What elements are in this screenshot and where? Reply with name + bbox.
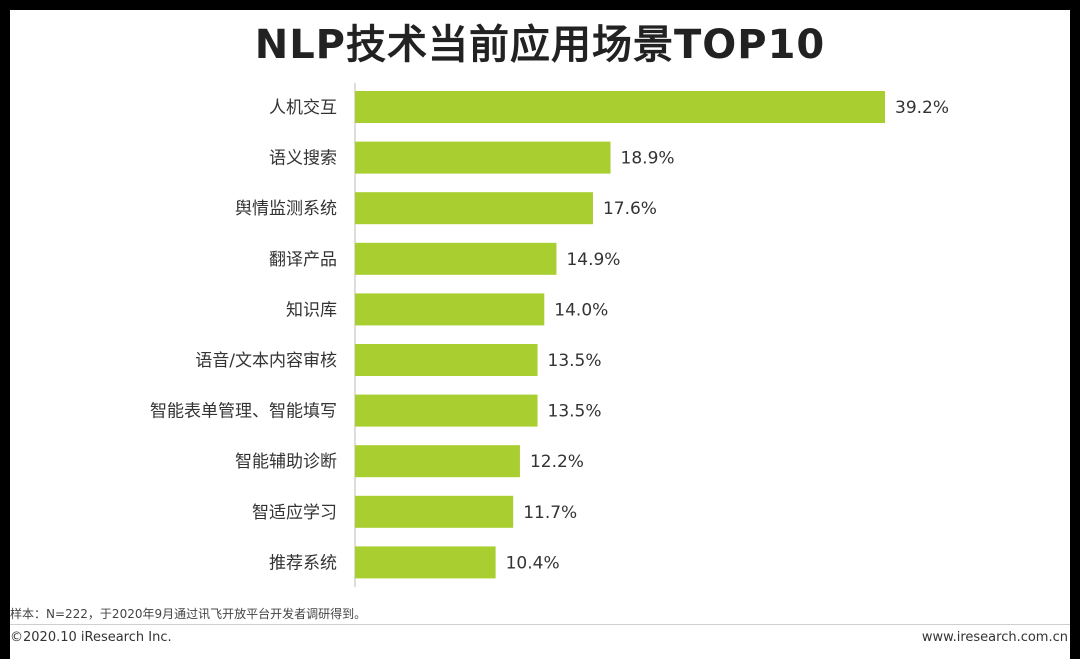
value-label: 13.5% <box>548 351 602 371</box>
category-label: 推荐系统 <box>269 553 337 573</box>
bar-10 <box>355 546 496 579</box>
value-label: 12.2% <box>530 452 584 472</box>
bar-3 <box>355 192 593 225</box>
value-label: 18.9% <box>621 149 675 169</box>
value-label: 14.9% <box>566 250 620 270</box>
value-label: 10.4% <box>506 553 560 573</box>
category-label: 翻译产品 <box>269 250 337 270</box>
category-label: 人机交互 <box>269 98 337 118</box>
bar-4 <box>355 242 557 275</box>
bar-1 <box>355 91 885 123</box>
bar-7 <box>355 394 538 427</box>
value-label: 11.7% <box>523 503 577 523</box>
category-label: 舆情监测系统 <box>235 199 337 219</box>
bar-chart: 人机交互 39.2% 语义搜索 18.9% 舆情监测系统 17.6% 翻译产品 14.9% 知识… <box>150 83 949 587</box>
chart-title: NLP技术当前应用场景TOP10 <box>254 22 826 68</box>
category-label: 智适应学习 <box>252 503 337 523</box>
bar-8 <box>355 445 520 478</box>
value-label: 14.0% <box>554 300 608 320</box>
bar-6 <box>355 344 538 376</box>
category-label: 智能表单管理、智能填写 <box>150 402 337 422</box>
value-label: 39.2% <box>895 98 949 118</box>
website-url: www.iresearch.com.cn <box>921 630 1068 645</box>
bar-2 <box>355 141 611 174</box>
category-label: 语音/文本内容审核 <box>195 351 337 371</box>
category-label: 智能辅助诊断 <box>235 452 337 472</box>
value-label: 17.6% <box>603 199 657 219</box>
bar-9 <box>355 495 514 528</box>
footer-divider <box>10 624 1070 625</box>
value-label: 13.5% <box>548 402 602 422</box>
sample-note: 样本：N=222，于2020年9月通过讯飞开放平台开发者调研得到。 <box>10 607 367 621</box>
copyright-text: ©2020.10 iResearch Inc. <box>10 630 172 645</box>
category-label: 知识库 <box>286 300 337 320</box>
category-label: 语义搜索 <box>269 149 337 169</box>
bar-5 <box>355 293 545 326</box>
